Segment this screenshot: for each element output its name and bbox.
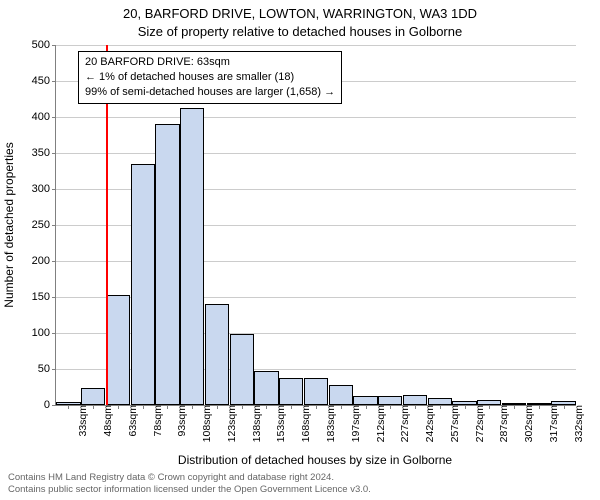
y-tick-label: 250	[32, 219, 56, 231]
histogram-bar	[329, 385, 353, 405]
x-tick-mark	[68, 405, 69, 409]
info-box-line1: 20 BARFORD DRIVE: 63sqm	[85, 55, 335, 70]
info-box: 20 BARFORD DRIVE: 63sqm← 1% of detached …	[78, 51, 342, 104]
x-tick-mark	[390, 405, 391, 409]
x-tick-label: 317sqm	[544, 405, 560, 442]
x-tick-mark	[415, 405, 416, 409]
y-axis-label: Number of detached properties	[2, 45, 16, 405]
x-tick-mark	[118, 405, 119, 409]
y-tick-label: 0	[44, 399, 56, 411]
grid-line	[56, 153, 576, 154]
x-tick-mark	[266, 405, 267, 409]
y-tick-label: 150	[32, 291, 56, 303]
x-tick-label: 108sqm	[197, 405, 213, 442]
x-tick-label: 123sqm	[222, 405, 238, 442]
histogram-bar	[230, 334, 254, 405]
histogram-bar	[106, 295, 130, 405]
y-tick-label: 350	[32, 147, 56, 159]
x-axis-label: Distribution of detached houses by size …	[55, 453, 575, 467]
x-tick-mark	[143, 405, 144, 409]
histogram-bar	[180, 108, 204, 405]
x-tick-mark	[366, 405, 367, 409]
x-tick-mark	[316, 405, 317, 409]
x-tick-label: 33sqm	[73, 405, 89, 437]
x-tick-label: 153sqm	[271, 405, 287, 442]
x-tick-label: 183sqm	[321, 405, 337, 442]
grid-line	[56, 117, 576, 118]
x-tick-label: 138sqm	[247, 405, 263, 442]
x-tick-label: 332sqm	[569, 405, 585, 442]
x-tick-mark	[514, 405, 515, 409]
y-tick-label: 50	[38, 363, 56, 375]
x-tick-label: 78sqm	[148, 405, 164, 437]
y-tick-label: 200	[32, 255, 56, 267]
x-tick-label: 63sqm	[123, 405, 139, 437]
x-tick-label: 168sqm	[296, 405, 312, 442]
histogram-bar	[205, 304, 229, 405]
x-tick-label: 242sqm	[420, 405, 436, 442]
histogram-bar	[279, 378, 303, 405]
histogram-bar	[81, 388, 105, 405]
x-tick-mark	[291, 405, 292, 409]
x-tick-mark	[465, 405, 466, 409]
footer-line1: Contains HM Land Registry data © Crown c…	[8, 472, 371, 484]
x-tick-label: 212sqm	[371, 405, 387, 442]
chart-title-sub: Size of property relative to detached ho…	[0, 24, 600, 39]
x-tick-mark	[539, 405, 540, 409]
x-tick-label: 93sqm	[172, 405, 188, 437]
x-tick-mark	[192, 405, 193, 409]
x-tick-mark	[93, 405, 94, 409]
x-tick-label: 302sqm	[519, 405, 535, 442]
info-box-line2: ← 1% of detached houses are smaller (18)	[85, 70, 335, 85]
x-tick-label: 197sqm	[346, 405, 362, 442]
chart-title-main: 20, BARFORD DRIVE, LOWTON, WARRINGTON, W…	[0, 6, 600, 21]
x-tick-mark	[341, 405, 342, 409]
x-tick-mark	[217, 405, 218, 409]
histogram-bar	[428, 398, 452, 405]
y-tick-label: 400	[32, 111, 56, 123]
x-tick-mark	[242, 405, 243, 409]
footer-line2: Contains public sector information licen…	[8, 484, 371, 496]
x-tick-mark	[167, 405, 168, 409]
histogram-bar	[155, 124, 179, 405]
chart-frame: 20, BARFORD DRIVE, LOWTON, WARRINGTON, W…	[0, 0, 600, 500]
histogram-bar	[403, 395, 427, 405]
y-tick-label: 450	[32, 75, 56, 87]
x-tick-label: 287sqm	[494, 405, 510, 442]
histogram-bar	[353, 396, 377, 405]
x-tick-label: 227sqm	[395, 405, 411, 442]
histogram-bar	[254, 371, 278, 405]
x-tick-mark	[440, 405, 441, 409]
x-tick-mark	[564, 405, 565, 409]
y-tick-label: 500	[32, 39, 56, 51]
x-tick-label: 257sqm	[445, 405, 461, 442]
y-tick-label: 300	[32, 183, 56, 195]
x-tick-label: 48sqm	[98, 405, 114, 437]
y-tick-label: 100	[32, 327, 56, 339]
grid-line	[56, 45, 576, 46]
x-tick-mark	[489, 405, 490, 409]
plot-area: 05010015020025030035040045050033sqm48sqm…	[55, 45, 576, 406]
info-box-line3: 99% of semi-detached houses are larger (…	[85, 85, 335, 100]
footer-attribution: Contains HM Land Registry data © Crown c…	[8, 472, 371, 496]
histogram-bar	[131, 164, 155, 405]
x-tick-label: 272sqm	[470, 405, 486, 442]
histogram-bar	[378, 396, 402, 405]
histogram-bar	[304, 378, 328, 405]
